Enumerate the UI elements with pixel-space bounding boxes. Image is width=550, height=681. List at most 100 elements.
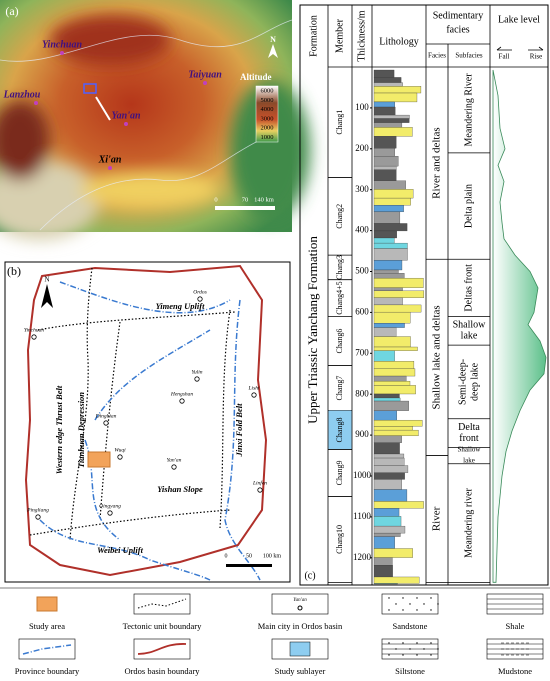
lithology-layer <box>373 290 425 298</box>
legend-label: Ordos basin boundary <box>124 666 200 676</box>
lithology-layer <box>373 557 393 566</box>
lithology-layer <box>373 86 422 94</box>
scale-label: 70 <box>242 196 249 203</box>
legend-icon <box>137 643 187 655</box>
legend <box>0 587 550 660</box>
thickness-tick: 700 <box>355 347 369 357</box>
lithology-layer <box>373 165 397 170</box>
legend-label: Shale <box>506 621 525 631</box>
member-label: Chang6 <box>335 329 344 354</box>
lithology-layer <box>373 297 403 306</box>
lithology-layer <box>373 397 401 402</box>
lithology-layer <box>373 576 420 584</box>
river <box>39 139 261 231</box>
scale-label: 100 km <box>263 553 282 559</box>
thickness-tick: 100 <box>355 102 369 112</box>
legend-label: Main city in Ordos basin <box>258 621 343 631</box>
legend-icon <box>416 642 418 644</box>
legend-label: Sandstone <box>393 621 428 631</box>
city-label: Ordos <box>193 289 207 295</box>
study-area <box>87 451 111 468</box>
north-arrow <box>268 44 278 58</box>
lithology-layer <box>373 380 411 386</box>
lithology-layer <box>373 583 398 585</box>
member-label: Chang1 <box>335 110 344 135</box>
lithology-layer <box>373 114 410 119</box>
relief-shading <box>0 15 310 240</box>
thickness-tick: 400 <box>355 225 369 235</box>
lithology-layer <box>373 197 411 206</box>
legend-icon <box>430 654 432 656</box>
legend-icon <box>133 593 191 615</box>
city-label: Hengshan <box>170 391 194 397</box>
panel-a <box>0 0 310 240</box>
lithology-layer <box>373 189 414 199</box>
lithology-layer <box>373 426 413 431</box>
city-dot <box>31 334 37 340</box>
lithology-layer <box>373 489 408 502</box>
lithology-layer <box>373 429 419 437</box>
header: Lithology <box>379 36 418 47</box>
legend-label: Mudstone <box>498 666 532 676</box>
lithology-layer <box>373 92 418 103</box>
tectonic-unit: Tianhuan Depression <box>76 392 86 468</box>
lithology-layer <box>373 82 403 87</box>
legend-icon <box>409 603 411 605</box>
subfacies-label: Delta plain <box>463 184 474 228</box>
thickness-tick: 1100 <box>353 511 371 521</box>
legend-icon <box>416 597 418 599</box>
lithology-layer <box>373 287 403 291</box>
lithology-layer <box>373 122 403 128</box>
lithology-layer <box>373 304 422 313</box>
city-label: Taiyuan <box>188 69 222 80</box>
lithology-layer <box>373 156 399 167</box>
panel-frame <box>299 4 549 586</box>
city-dot <box>107 510 113 516</box>
lithology-layer <box>373 127 413 137</box>
scale-bar <box>215 206 275 210</box>
header: Lake level <box>498 14 540 25</box>
header: Rise <box>530 53 542 61</box>
lithology-layer <box>373 311 411 324</box>
city-dot <box>60 51 64 55</box>
lithology-layer <box>373 230 397 239</box>
pointer-arrow <box>95 96 111 121</box>
city-label: Yinchuan <box>24 327 45 333</box>
lithology-layer <box>373 548 413 558</box>
city-label: Pingliang <box>26 507 49 513</box>
subfacies-label: Shallow <box>458 446 482 454</box>
north-arrow <box>41 284 53 308</box>
legend-icon <box>22 644 72 655</box>
legend-icon <box>437 648 439 650</box>
legend-icon <box>137 598 187 609</box>
scale-label: 140 km <box>254 196 274 203</box>
city-dot <box>194 376 200 382</box>
thickness-tick: 1000 <box>353 470 372 480</box>
city-dot <box>124 122 128 126</box>
legend-icon <box>395 648 397 650</box>
member-label: Chang7 <box>335 376 344 401</box>
legend-label: Study area <box>29 621 65 631</box>
thickness-tick: 300 <box>355 184 369 194</box>
city-dot <box>34 101 38 105</box>
facies-label: Shallow lake and deltas <box>431 305 443 409</box>
tectonic-unit: Western edge Thrust Belt <box>54 385 64 474</box>
legend-label: Study sublayer <box>275 666 326 676</box>
header: Member <box>334 18 345 53</box>
legend-icon <box>133 638 191 660</box>
lithology-layer <box>373 106 396 116</box>
legend-label: Tectonic unit boundary <box>123 621 202 631</box>
legend-icon <box>388 642 390 644</box>
legend-sample: Yan'an <box>293 598 307 603</box>
lithology-layer <box>373 350 395 362</box>
legend-icon <box>388 609 390 611</box>
tectonic-unit: Weibei Uplift <box>97 545 144 555</box>
member-label: Chang10 <box>335 525 344 554</box>
lithology-layer <box>373 323 405 328</box>
lithology-layer <box>373 536 395 549</box>
subfacies-label: deep lake <box>469 362 480 401</box>
lithology-layer <box>373 532 401 537</box>
panel-b <box>4 261 291 583</box>
lithology-layer <box>373 148 395 157</box>
